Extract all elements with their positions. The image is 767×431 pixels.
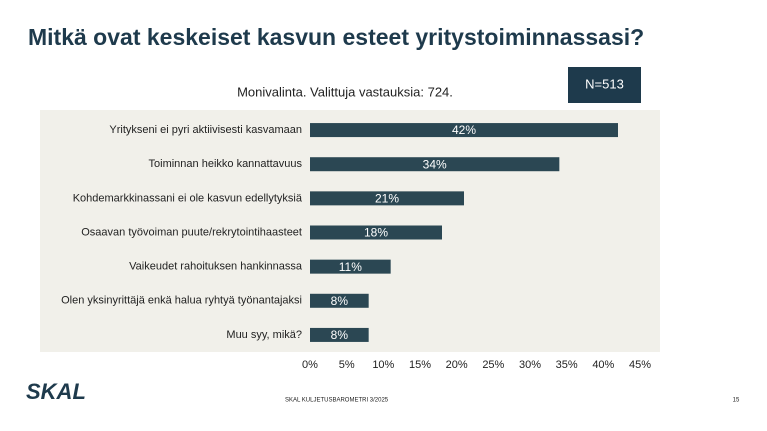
value-label: 34% [423, 157, 447, 171]
category-label: Kohdemarkkinassani ei ole kasvun edellyt… [73, 192, 303, 204]
category-label: Osaavan työvoiman puute/rekrytointihaast… [81, 226, 302, 238]
subtitle: Monivalinta. Valittuja vastauksia: 724. [237, 84, 453, 99]
x-tick-label: 0% [302, 359, 318, 371]
x-tick-label: 40% [592, 359, 614, 371]
x-tick-label: 5% [339, 359, 355, 371]
x-tick-label: 35% [556, 359, 578, 371]
bar [310, 259, 391, 274]
bar [310, 327, 369, 342]
category-label: Toiminnan heikko kannattavuus [149, 158, 303, 170]
x-tick-label: 45% [629, 359, 651, 371]
bar [310, 157, 560, 172]
x-tick-label: 25% [482, 359, 504, 371]
page-number: 15 [733, 398, 740, 404]
bar [310, 123, 618, 138]
n-box [568, 67, 641, 103]
value-label: 8% [331, 294, 349, 308]
bar [310, 293, 369, 308]
category-label: Yritykseni ei pyri aktiivisesti kasvamaa… [109, 124, 302, 136]
slide-title: Mitkä ovat keskeiset kasvun esteet yrity… [28, 24, 644, 50]
value-label: 18% [364, 226, 388, 240]
value-label: 8% [331, 328, 349, 342]
n-label: N=513 [585, 76, 624, 91]
category-label: Vaikeudet rahoituksen hankinnassa [129, 261, 303, 273]
value-label: 11% [339, 260, 362, 274]
x-tick-label: 20% [446, 359, 468, 371]
bar [310, 225, 442, 240]
value-label: 42% [452, 123, 476, 137]
category-label: Muu syy, mikä? [226, 329, 302, 341]
footer-source: SKAL KULJETUSBAROMETRI 3/2025 [285, 398, 389, 404]
value-label: 21% [375, 192, 399, 206]
category-label: Olen yksinyrittäjä enkä halua ryhtyä työ… [61, 295, 302, 307]
bar [310, 191, 464, 206]
x-tick-label: 15% [409, 359, 431, 371]
x-tick-label: 10% [372, 359, 394, 371]
logo: SKAL [26, 379, 86, 404]
x-tick-label: 30% [519, 359, 541, 371]
